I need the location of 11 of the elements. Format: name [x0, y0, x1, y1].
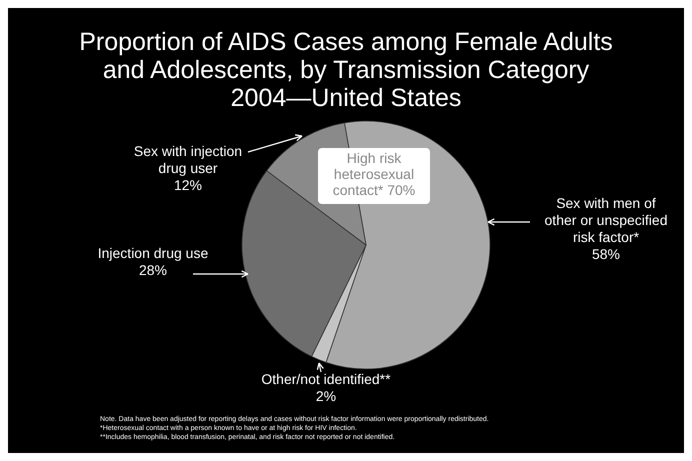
chart-title: Proportion of AIDS Cases among Female Adults and Adolescents, by Transmission Category [79, 28, 613, 84]
slice-label: Injection drug use [98, 245, 208, 261]
data-label: 58% [592, 246, 620, 262]
data-label: 2% [316, 388, 336, 404]
chart-subtitle: 2004—United States [230, 84, 462, 112]
text: High risk heterosexual contact* 70% [332, 150, 416, 198]
data-label: 12% [174, 177, 202, 193]
data-label: 28% [138, 262, 168, 278]
slice-label: Sex with injection drug user [134, 143, 242, 176]
slice-label: Other/not identified** [261, 371, 392, 387]
slice-label: Sex with men of other or unspecified risk factor* [544, 195, 668, 245]
